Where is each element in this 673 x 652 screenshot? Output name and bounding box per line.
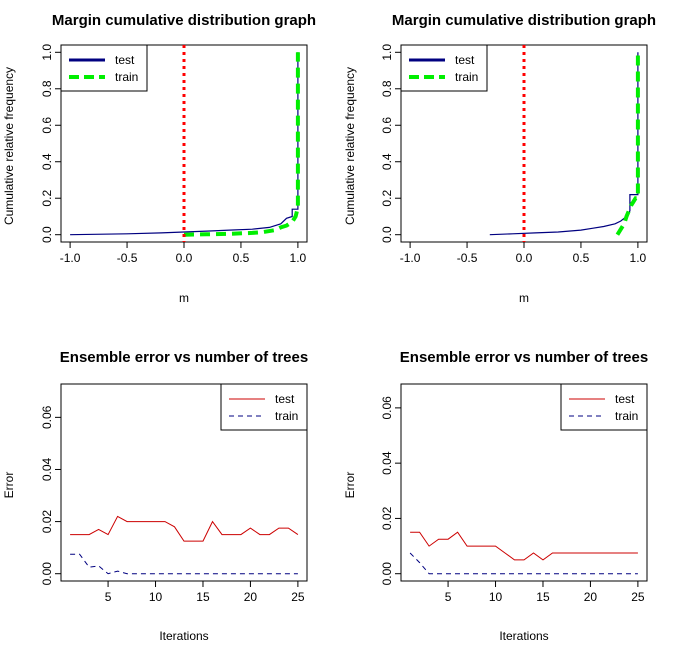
panel-ensemble-error-left: Ensemble error vs number of trees Iterat… (2, 349, 308, 643)
legend-label-test: test (115, 53, 135, 67)
y-tick-label: 0.8 (40, 80, 54, 97)
x-tick-label: 0.0 (516, 251, 533, 265)
x-axis-label: m (519, 291, 529, 305)
x-tick-label: 20 (244, 590, 258, 604)
x-tick-label: -1.0 (60, 251, 81, 265)
x-tick-label: 0.5 (573, 251, 590, 265)
y-axis-label: Error (343, 472, 357, 499)
x-tick-label: -0.5 (117, 251, 138, 265)
plot-area: -1.0 -0.5 0.0 0.5 1.00.00.20.40.60.81.0 testt… (40, 44, 308, 265)
legend-box (560, 383, 648, 431)
legend-box (60, 44, 148, 92)
legend-label-train: train (615, 409, 638, 423)
x-axis-label: Iterations (159, 629, 208, 643)
y-tick-label: 0.0 (40, 226, 54, 243)
series-line-test (70, 515, 299, 542)
y-tick-label: 0.6 (380, 117, 394, 134)
y-tick-label: 0.0 (380, 226, 394, 243)
plot-frame (400, 383, 648, 582)
x-tick-label: 15 (196, 590, 210, 604)
series-line-train (183, 52, 300, 237)
y-axis-label: Error (2, 472, 16, 499)
y-tick-label: 0.02 (380, 506, 394, 530)
panel-title: Ensemble error vs number of trees (60, 349, 308, 366)
legend-box (400, 44, 488, 92)
legend-label-train: train (455, 70, 478, 84)
legend-label-test: test (455, 53, 475, 67)
panel-ensemble-error-right: Ensemble error vs number of trees Iterat… (343, 349, 648, 643)
x-tick-label: 10 (149, 590, 163, 604)
legend: test train (60, 44, 148, 92)
y-tick-label: 0.06 (40, 405, 54, 429)
legend-label-train: train (275, 409, 298, 423)
x-tick-label: 5 (445, 590, 452, 604)
x-tick-label: 15 (536, 590, 550, 604)
y-tick-label: 0.8 (380, 80, 394, 97)
y-tick-label: 0.2 (380, 190, 394, 207)
x-tick-label: 25 (291, 590, 305, 604)
y-tick-label: 0.4 (40, 153, 54, 170)
y-axis-label: Cumulative relative frequency (2, 67, 16, 225)
panel-title: Ensemble error vs number of trees (400, 349, 648, 366)
plot-area: 5 10 15 20 25 0.00 0.02 0.04 0.06 test train (380, 383, 648, 604)
plot-frame (60, 383, 308, 582)
legend: test train (220, 383, 308, 431)
y-tick-label: 1.0 (380, 44, 394, 61)
panel-title: Margin cumulative distribution graph (52, 12, 316, 29)
y-tick-label: 0.04 (40, 457, 54, 481)
y-tick-label: 0.00 (380, 562, 394, 586)
series-line-test (410, 531, 638, 561)
plot-area: 5 10 15 20 25 0.00 0.02 0.04 0.06 test train (40, 383, 308, 604)
legend: test train (560, 383, 648, 431)
x-axis-label: Iterations (499, 629, 548, 643)
series-line-train (409, 552, 638, 575)
series-line-test (70, 52, 299, 236)
x-tick-label: 0.0 (176, 251, 193, 265)
legend-label-test: test (275, 392, 295, 406)
panel-margin-cdf-left: Margin cumulative distribution graph m C… (2, 12, 316, 305)
x-tick-label: -0.5 (457, 251, 478, 265)
panel-title: Margin cumulative distribution graph (392, 12, 656, 29)
y-tick-label: 0.02 (40, 510, 54, 534)
y-tick-label: 0.06 (380, 396, 394, 420)
series-line-test (489, 52, 639, 236)
legend: test train (400, 44, 488, 92)
plot-area: -1.0 -0.5 0.0 0.5 1.00.00.20.40.60.81.0 testt… (380, 44, 648, 265)
x-tick-label: 0.5 (233, 251, 250, 265)
x-tick-label: -1.0 (400, 251, 421, 265)
x-axis-label: m (179, 291, 189, 305)
panel-margin-cdf-right: Margin cumulative distribution graph m C… (343, 12, 656, 305)
legend-box (220, 383, 308, 431)
y-tick-label: 0.4 (380, 153, 394, 170)
x-tick-label: 20 (584, 590, 598, 604)
series-line-train (70, 553, 298, 575)
y-tick-label: 0.04 (380, 451, 394, 475)
legend-label-train: train (115, 70, 138, 84)
series-line-train (615, 52, 640, 236)
x-tick-label: 1.0 (630, 251, 647, 265)
y-tick-label: 1.0 (40, 44, 54, 61)
x-tick-label: 1.0 (290, 251, 307, 265)
x-tick-label: 25 (631, 590, 645, 604)
y-tick-label: 0.00 (40, 562, 54, 586)
y-tick-label: 0.2 (40, 190, 54, 207)
legend-label-test: test (615, 392, 635, 406)
y-tick-label: 0.6 (40, 117, 54, 134)
y-axis-label: Cumulative relative frequency (343, 67, 357, 225)
x-tick-label: 5 (105, 590, 112, 604)
x-tick-label: 10 (489, 590, 503, 604)
